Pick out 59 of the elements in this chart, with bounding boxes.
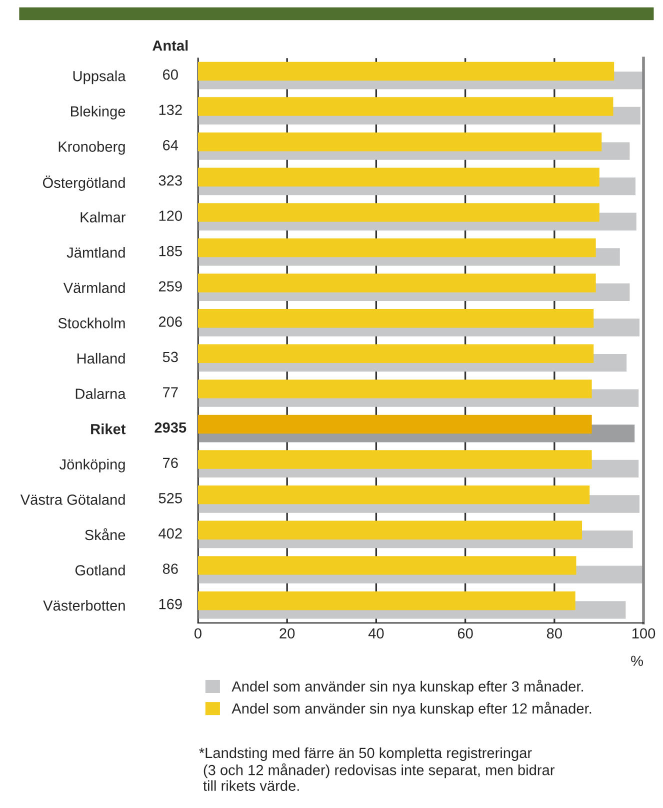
y-tick-label: Uppsala xyxy=(73,70,126,84)
legend-label: Andel som använder sin nya kunskap efter 12 månader. xyxy=(232,702,592,717)
text: 525 xyxy=(158,493,182,504)
text: 77 xyxy=(163,387,178,398)
text: Antal xyxy=(152,40,188,51)
bar xyxy=(198,274,596,292)
y-tick-label: Östergötland xyxy=(42,176,125,191)
bar xyxy=(198,556,576,575)
x-tick-label: 100 xyxy=(632,628,656,639)
x-axis-title: % xyxy=(631,656,643,666)
x-tick-label: 20 xyxy=(280,628,295,639)
x-tick-label: 80 xyxy=(546,628,562,639)
bar xyxy=(198,591,576,610)
legend-label: Andel som använder sin nya kunskap efter 3 månader. xyxy=(232,680,583,695)
y-tick-label: Jönköping xyxy=(59,458,125,472)
bar xyxy=(198,485,590,504)
x-tick-label: 40 xyxy=(368,628,384,639)
bar xyxy=(198,450,592,469)
bar xyxy=(198,520,582,540)
bar xyxy=(198,380,592,398)
bar xyxy=(198,414,592,434)
text: 76 xyxy=(163,458,178,468)
text: 132 xyxy=(159,104,182,116)
y-tick-label: Jämtland xyxy=(66,247,125,258)
x-tick-label: 60 xyxy=(458,628,473,639)
bar xyxy=(198,344,594,363)
text: 169 xyxy=(159,598,182,610)
y-tick-label: Skåne xyxy=(85,528,126,540)
y-tick-label: Kronoberg xyxy=(58,141,125,155)
text: 402 xyxy=(158,528,182,539)
text: 86 xyxy=(162,564,178,574)
bar xyxy=(198,132,602,152)
y-tick-label: Blekinge xyxy=(71,106,126,120)
bar xyxy=(198,97,614,116)
bar xyxy=(198,308,594,328)
y-tick-label: Gotland xyxy=(75,564,125,576)
text: 60 xyxy=(163,69,178,80)
bar xyxy=(198,238,596,258)
text: 185 xyxy=(159,246,182,256)
y-tick-label: Kalmar xyxy=(80,212,126,222)
text: 53 xyxy=(162,352,178,362)
text: 259 xyxy=(158,281,182,292)
text: 2935 xyxy=(154,422,186,433)
bar xyxy=(198,168,600,186)
x-tick-label: 0 xyxy=(194,628,202,639)
bar xyxy=(198,62,614,81)
text: 206 xyxy=(158,316,182,327)
y-tick-label: Värmland xyxy=(63,282,125,294)
text: 323 xyxy=(158,175,182,186)
text: *Landsting med färre än 50 kompletta registreringar (3 och 12 månader) redovisas inte separat, men bidrar till rikets värde. xyxy=(199,747,555,791)
bar xyxy=(198,203,600,222)
y-tick-label: Dalarna xyxy=(76,388,126,399)
text: 120 xyxy=(159,210,182,221)
y-tick-label: Halland xyxy=(77,352,125,364)
y-tick-label: Västra Götaland xyxy=(20,494,125,505)
text: 64 xyxy=(163,140,178,150)
y-tick-label: Västerbotten xyxy=(43,600,125,611)
y-tick-label: Riket xyxy=(91,424,126,434)
y-tick-label: Stockholm xyxy=(58,318,125,328)
